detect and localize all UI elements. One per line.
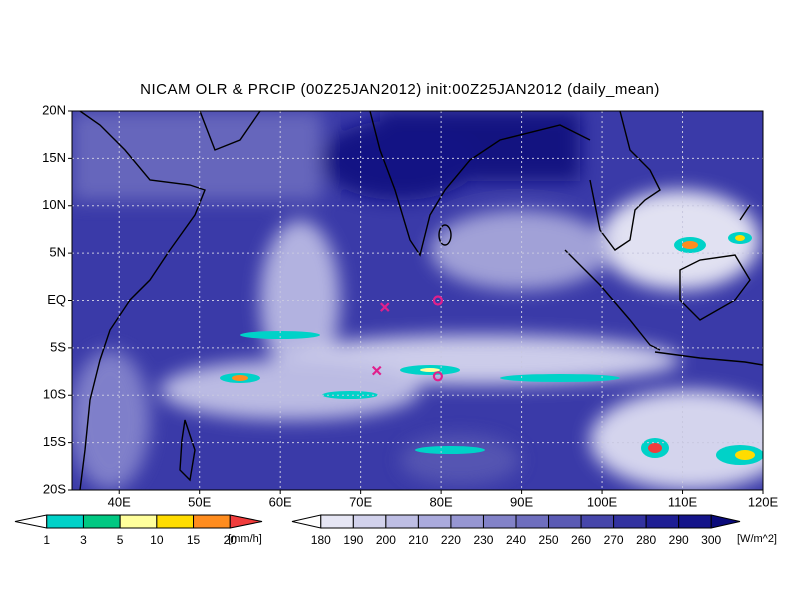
y-tick-label: 5N — [49, 245, 66, 260]
colorbar-segment — [482, 514, 517, 529]
coastlines — [79, 111, 763, 490]
marker-cross — [371, 365, 382, 376]
y-tick-label: 15N — [42, 150, 66, 165]
x-tick-label: 80E — [430, 494, 453, 509]
x-tick-label: 110E — [668, 494, 698, 509]
colorbar-label: 210 — [408, 533, 428, 547]
marker-circle — [432, 295, 443, 306]
colorbar-segment — [229, 514, 263, 529]
grid: 40E 50E 60E 70E 80E 90E 100E 110E 120E 20S 15S 10S 5… — [42, 102, 778, 509]
colorbar-segment — [678, 514, 712, 529]
colorbar-label: 280 — [636, 533, 656, 547]
colorbar-segment — [352, 514, 387, 529]
colorbar-segment — [613, 514, 647, 529]
colorbar-unit: [mm/h] — [228, 533, 262, 545]
colorbar-segment — [320, 514, 354, 529]
colorbar-label: 270 — [604, 533, 624, 547]
x-tick-label: 60E — [269, 494, 292, 509]
colorbar-label: 20 — [224, 533, 238, 547]
colorbar-label: 240 — [506, 533, 526, 547]
colorbar-segment — [193, 514, 231, 529]
y-tick-label: 20N — [42, 102, 66, 117]
precip-patches — [220, 232, 763, 465]
colorbars: 1 3 5 10 15 20[mm/h] 180 190 200 210 220 230 240 250 2… — [14, 514, 777, 547]
colorbar-segment — [417, 514, 452, 529]
map-title: NICAM OLR & PRCIP (00Z25JAN2012) init:00… — [140, 81, 660, 98]
y-tick-label: 15S — [43, 434, 66, 449]
colorbar-label: 5 — [117, 533, 124, 547]
colorbar-segment — [46, 514, 84, 529]
x-tick-label: 50E — [188, 494, 211, 509]
x-tick-label: 120E — [748, 494, 779, 509]
colorbar-segment — [710, 514, 741, 529]
colorbar-segment — [291, 514, 322, 529]
colorbar-segment — [14, 514, 48, 529]
colorbar-segment — [548, 514, 582, 529]
colorbar-label: 230 — [473, 533, 493, 547]
colorbar-label: 200 — [376, 533, 396, 547]
colorbar-segment — [156, 514, 195, 529]
colorbar-segment — [450, 514, 484, 529]
y-tick-label: 10N — [42, 197, 66, 212]
colorbar-unit: [W/m^2] — [737, 533, 777, 545]
marker-cross — [380, 302, 390, 312]
x-tick-label: 70E — [349, 494, 372, 509]
x-tick-label: 40E — [108, 494, 131, 509]
x-tick-label: 100E — [587, 494, 618, 509]
colorbar-label: 3 — [80, 533, 87, 547]
colorbar-label: 300 — [701, 533, 721, 547]
y-tick-label: 20S — [43, 481, 66, 496]
y-tick-label: 5S — [50, 339, 66, 354]
colorbar-label: 250 — [539, 533, 559, 547]
colorbar-segment — [385, 514, 419, 529]
colorbar-segment — [82, 514, 121, 529]
colorbar-label: 180 — [311, 533, 331, 547]
x-tick-label: 90E — [510, 494, 533, 509]
colorbar-label: 15 — [187, 533, 201, 547]
y-tick-label: 10S — [43, 387, 66, 402]
colorbar-label: 1 — [43, 533, 50, 547]
colorbar-segment — [645, 514, 680, 529]
colorbar-segment — [515, 514, 550, 529]
colorbar-segment — [119, 514, 158, 529]
colorbar-label: 220 — [441, 533, 461, 547]
markers — [371, 295, 443, 382]
colorbar-label: 10 — [150, 533, 164, 547]
plot-frame — [71, 110, 764, 491]
marker-circle — [432, 371, 443, 382]
y-tick-label: EQ — [47, 292, 66, 307]
colorbar-label: 290 — [669, 533, 689, 547]
colorbar-segment — [580, 514, 615, 529]
colorbar-label: 190 — [343, 533, 363, 547]
colorbar-label: 260 — [571, 533, 591, 547]
